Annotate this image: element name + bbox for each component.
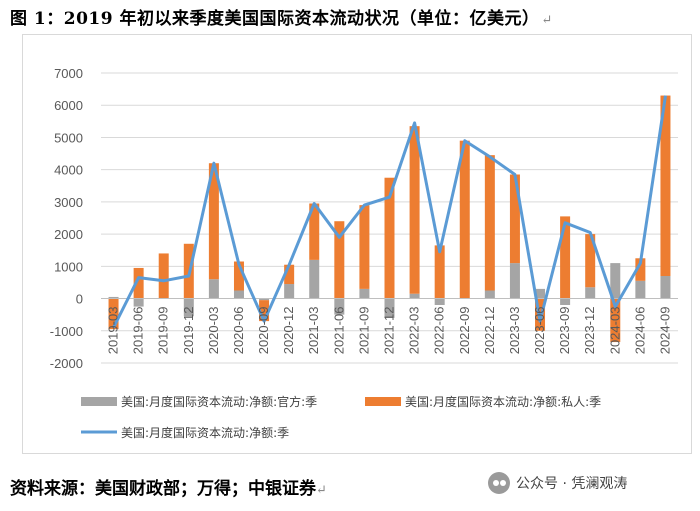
x-tick-label: 2021-06 bbox=[331, 307, 346, 355]
chart-frame: -2000 -1000 0 1000 2000 3000 4000 5000 6000 7000 … bbox=[22, 34, 692, 454]
bar-private bbox=[660, 95, 671, 276]
x-tick-label: 2024-09 bbox=[657, 307, 672, 355]
bar-private bbox=[259, 300, 270, 322]
chart: -2000-100001000200030004000500060007000 … bbox=[50, 66, 678, 440]
bar-official bbox=[309, 259, 320, 299]
bar-private bbox=[133, 267, 144, 299]
net-flow-series-line bbox=[112, 95, 667, 329]
x-tick-label: 2023-09 bbox=[557, 307, 572, 355]
x-tick-label: 2019-06 bbox=[131, 307, 146, 355]
bar-official bbox=[585, 287, 596, 299]
bar-private bbox=[635, 258, 646, 281]
bars bbox=[108, 95, 671, 343]
x-tick-label: 2022-12 bbox=[482, 307, 497, 355]
x-tick-label: 2022-09 bbox=[457, 307, 472, 355]
y-tick-label: 2000 bbox=[54, 227, 83, 242]
y-tick-label: 4000 bbox=[54, 163, 83, 178]
bar-official bbox=[535, 288, 546, 299]
y-tick-label: 0 bbox=[76, 292, 83, 307]
bar-private bbox=[233, 261, 244, 291]
watermark-text: 公众号 · 凭澜观涛 bbox=[516, 476, 628, 492]
bar-private bbox=[434, 245, 445, 299]
x-tick-label: 2021-09 bbox=[356, 307, 371, 355]
bar-official bbox=[183, 298, 194, 317]
watermark: 公众号 · 凭澜观涛 bbox=[488, 472, 627, 494]
legend: 美国:月度国际资本流动:净额:官方:季 美国:月度国际资本流动:净额:私人:季美国… bbox=[81, 394, 601, 440]
bar-official bbox=[484, 290, 495, 299]
x-tick-label: 2020-09 bbox=[256, 307, 271, 355]
bar-private bbox=[409, 126, 420, 294]
source-note: 资料来源：美国财政部；万得；中银证券↵ bbox=[10, 474, 327, 499]
figure-title: 图 1：2019 年初以来季度美国国际资本流动状况（单位：亿美元） ↵ bbox=[10, 4, 553, 29]
bar-official bbox=[334, 298, 345, 315]
x-tick-label: 2021-12 bbox=[382, 307, 397, 355]
bar-private bbox=[585, 234, 596, 288]
bar-private bbox=[108, 298, 119, 330]
legend-label-net: 美国:月度国际资本流动:净额:季 bbox=[121, 425, 289, 440]
bar-private bbox=[334, 221, 345, 299]
bar-official bbox=[409, 293, 420, 299]
bar-official bbox=[208, 279, 219, 299]
x-tick-label: 2023-12 bbox=[582, 307, 597, 355]
bar-private bbox=[158, 253, 169, 299]
bar-private bbox=[208, 163, 219, 280]
bar-private bbox=[560, 216, 571, 299]
y-tick-label: 6000 bbox=[54, 98, 83, 113]
x-tick-label: 2019-12 bbox=[181, 307, 196, 355]
bar-private bbox=[284, 264, 295, 285]
bar-official bbox=[434, 298, 445, 305]
bar-official bbox=[384, 298, 395, 318]
bar-private bbox=[610, 298, 621, 343]
wechat-icon bbox=[488, 472, 510, 494]
x-tick-label: 2019-03 bbox=[106, 307, 121, 355]
y-tick-label: -2000 bbox=[50, 356, 83, 371]
legend-label-official: 美国:月度国际资本流动:净额:官方:季 bbox=[121, 394, 317, 409]
bar-private bbox=[509, 174, 520, 264]
bar-official bbox=[284, 284, 295, 299]
y-tick-label: -1000 bbox=[50, 324, 83, 339]
paragraph-mark-icon: ↵ bbox=[541, 13, 553, 28]
y-tick-label: 1000 bbox=[54, 259, 83, 274]
bar-official bbox=[133, 298, 144, 307]
x-tick-label: 2023-03 bbox=[507, 307, 522, 355]
x-tick-label: 2022-06 bbox=[432, 307, 447, 355]
bar-private bbox=[309, 203, 320, 260]
net-flow-line bbox=[112, 95, 667, 329]
x-tick-label: 2020-12 bbox=[281, 307, 296, 355]
x-tick-label: 2021-03 bbox=[306, 307, 321, 355]
bar-private bbox=[484, 155, 495, 291]
y-axis-ticks: -2000 -1000 0 1000 2000 3000 4000 5000 6000 7000 bbox=[50, 66, 83, 371]
bar-official bbox=[610, 263, 621, 299]
bar-official bbox=[359, 288, 370, 299]
paragraph-mark-icon: ↵ bbox=[316, 483, 327, 498]
bar-official bbox=[108, 296, 119, 299]
y-tick-label: 3000 bbox=[54, 195, 83, 210]
legend-label-private: 美国:月度国际资本流动:净额:私人:季 bbox=[405, 394, 601, 409]
source-text: 资料来源：美国财政部；万得；中银证券 bbox=[10, 479, 316, 499]
bar-official bbox=[233, 290, 244, 299]
bar-private bbox=[359, 205, 370, 289]
bar-official bbox=[560, 298, 571, 305]
x-tick-label: 2024-03 bbox=[607, 307, 622, 355]
y-tick-label: 5000 bbox=[54, 130, 83, 145]
x-tick-label: 2020-03 bbox=[206, 307, 221, 355]
y-tick-label: 7000 bbox=[54, 66, 83, 81]
figure-title-text: 图 1：2019 年初以来季度美国国际资本流动状况（单位：亿美元） bbox=[10, 9, 540, 29]
x-tick-label: 2019-09 bbox=[156, 307, 171, 355]
x-tick-label: 2023-06 bbox=[532, 307, 547, 355]
x-tick-label: 2022-03 bbox=[407, 307, 422, 355]
x-tick-label: 2024-06 bbox=[632, 307, 647, 355]
bar-private bbox=[384, 177, 395, 299]
bar-official bbox=[635, 280, 646, 299]
legend-swatch-official bbox=[81, 397, 117, 406]
bar-official bbox=[259, 298, 270, 301]
x-tick-label: 2020-06 bbox=[231, 307, 246, 355]
x-axis-ticks: 2019-03 2019-06 2019-09 2019-12 2020-03 2020-… bbox=[106, 307, 673, 355]
bar-official bbox=[509, 263, 520, 299]
bar-private bbox=[459, 140, 470, 299]
legend-swatch-private bbox=[365, 397, 401, 406]
bar-official bbox=[660, 276, 671, 299]
